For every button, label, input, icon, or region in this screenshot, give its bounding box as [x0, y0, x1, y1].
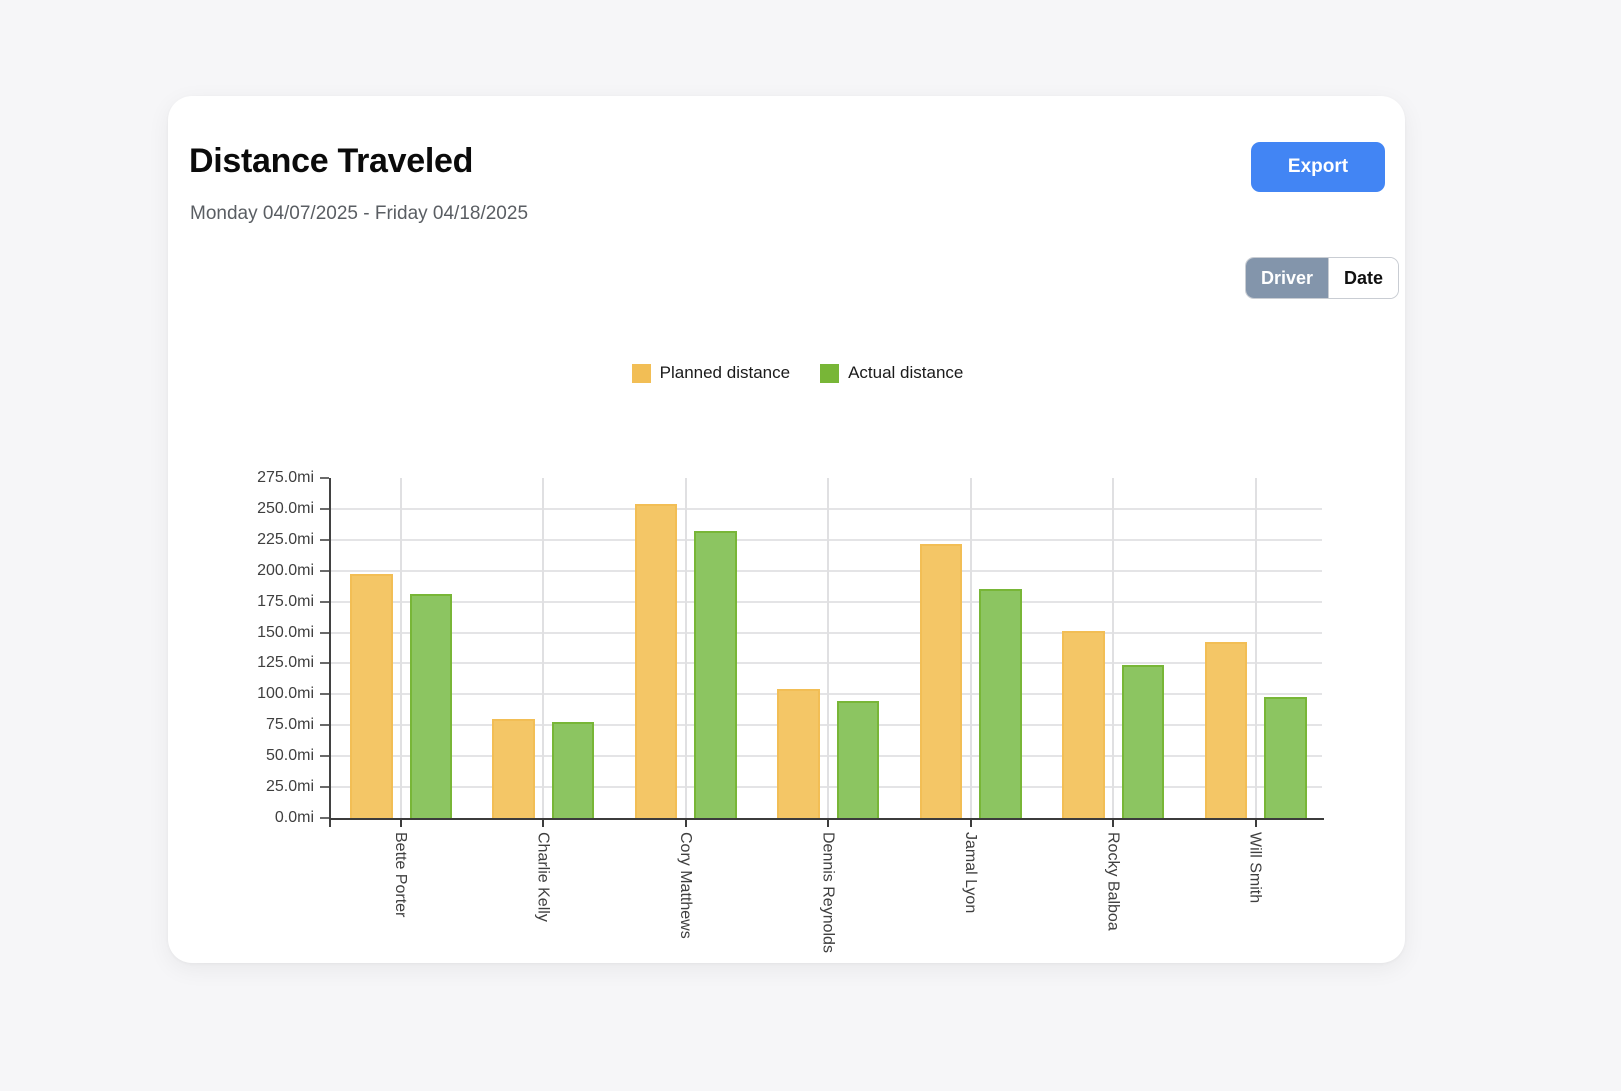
x-axis-category-label: Will Smith: [1246, 832, 1264, 904]
horizontal-gridline: [331, 507, 1322, 510]
vertical-gridline: [684, 478, 687, 818]
x-axis-tick-mark: [827, 820, 830, 827]
x-axis-tick-mark: [400, 820, 402, 827]
x-axis-tick-mark: [1112, 820, 1115, 827]
bar-actual-will-smith: [1264, 696, 1307, 818]
x-axis-category-label: Rocky Balboa: [1104, 832, 1122, 931]
y-axis-tick-label: 275.0mi: [257, 469, 314, 486]
bar-actual-rocky-balboa: [1121, 664, 1165, 818]
y-axis-tick-mark: [320, 569, 329, 572]
y-axis-tick-label: 125.0mi: [257, 654, 314, 672]
y-axis-tick-label: 100.0mi: [257, 685, 314, 703]
bar-actual-jamal-lyon: [979, 589, 1022, 818]
date-range-label: Monday 04/07/2025 - Friday 04/18/2025: [190, 203, 529, 224]
y-axis-tick-label: 0.0mi: [274, 809, 314, 826]
group-by-toggle: Driver Date: [1245, 257, 1400, 299]
y-axis-tick-mark: [320, 631, 329, 634]
x-axis-tick-mark: [684, 820, 687, 827]
horizontal-gridline: [331, 600, 1322, 603]
bar-actual-cory-matthews: [694, 531, 737, 818]
y-axis-tick-mark: [320, 538, 329, 541]
legend-label: Actual distance: [848, 363, 964, 382]
report-card: Distance Traveled Monday 04/07/2025 - Fr…: [168, 96, 1405, 963]
y-axis-tick-mark: [320, 477, 329, 479]
vertical-gridline: [827, 478, 830, 818]
legend-swatch-icon: [631, 363, 651, 383]
bar-actual-dennis-reynolds: [836, 700, 880, 818]
toggle-option-driver[interactable]: Driver: [1246, 258, 1329, 298]
y-axis-tick-mark: [320, 786, 329, 789]
horizontal-gridline: [331, 755, 1322, 758]
bar-planned-jamal-lyon: [919, 543, 963, 818]
y-axis-tick-mark: [320, 817, 329, 819]
y-axis-tick-mark: [320, 755, 329, 758]
y-axis-tick-mark: [320, 600, 329, 603]
y-axis-tick-label: 200.0mi: [257, 561, 314, 579]
bar-actual-bette-porter: [409, 594, 452, 818]
bar-planned-cory-matthews: [634, 503, 678, 818]
horizontal-gridline: [331, 631, 1322, 634]
y-axis-tick-mark: [320, 724, 329, 727]
bar-planned-rocky-balboa: [1062, 631, 1105, 818]
horizontal-gridline: [331, 693, 1322, 696]
horizontal-gridline: [331, 786, 1322, 789]
x-axis-category-label: Bette Porter: [392, 832, 409, 918]
y-axis-tick-label: 225.0mi: [257, 530, 314, 548]
bar-planned-bette-porter: [350, 574, 393, 818]
y-axis-tick-label: 175.0mi: [257, 592, 314, 610]
horizontal-gridline: [331, 662, 1322, 665]
bar-chart: 275.0mi 250.0mi 225.0mi 200.0mi 175.0mi 150.0…: [168, 96, 1405, 963]
horizontal-gridline: [331, 569, 1322, 572]
x-axis-category-label: Charlie Kelly: [534, 832, 552, 922]
y-axis-line: [329, 478, 331, 827]
legend-label: Planned distance: [659, 363, 791, 382]
y-axis-tick-label: 50.0mi: [265, 747, 314, 765]
vertical-gridline: [969, 478, 972, 818]
bar-actual-charlie-kelly: [551, 721, 595, 818]
horizontal-gridline: [331, 538, 1322, 541]
vertical-gridline: [542, 478, 545, 818]
x-axis-line: [329, 818, 1324, 820]
y-axis-tick-label: 25.0mi: [265, 778, 314, 796]
y-axis-tick-mark: [320, 507, 329, 510]
y-axis-tick-label: 250.0mi: [257, 499, 314, 517]
y-axis-tick-mark: [320, 693, 329, 696]
chart-legend: Planned distance Actual distance: [329, 360, 1322, 386]
vertical-gridline: [1112, 478, 1115, 818]
page-title: Distance Traveled: [189, 142, 474, 180]
legend-swatch-icon: [820, 363, 840, 383]
x-axis-tick-mark: [969, 820, 972, 827]
bar-planned-charlie-kelly: [492, 719, 535, 818]
x-axis-category-label: Jamal Lyon: [961, 832, 979, 914]
x-axis-category-label: Dennis Reynolds: [819, 832, 837, 953]
export-button[interactable]: Export: [1251, 142, 1385, 192]
x-axis-tick-mark: [1254, 820, 1257, 827]
bar-planned-dennis-reynolds: [777, 689, 820, 818]
y-axis-tick-mark: [320, 662, 329, 665]
x-axis-tick-mark: [542, 820, 545, 827]
vertical-gridline: [1254, 478, 1257, 818]
legend-item-planned[interactable]: Planned distance: [631, 363, 791, 383]
x-axis-category-label: Cory Matthews: [676, 832, 694, 939]
bar-planned-will-smith: [1204, 642, 1248, 818]
toggle-option-date[interactable]: Date: [1328, 258, 1399, 298]
legend-item-actual[interactable]: Actual distance: [820, 363, 963, 383]
vertical-gridline: [400, 478, 402, 818]
horizontal-gridline: [331, 724, 1322, 727]
y-axis-tick-label: 150.0mi: [257, 623, 314, 641]
y-axis-tick-label: 75.0mi: [265, 716, 314, 734]
